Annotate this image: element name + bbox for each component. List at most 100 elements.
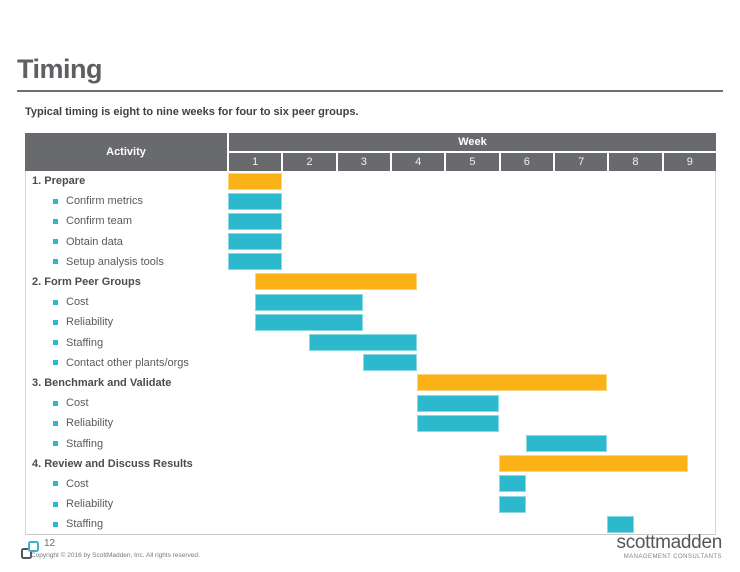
logo-teal-square [28, 541, 39, 552]
gantt-bar [309, 334, 418, 351]
table-row: Staffing [26, 433, 715, 453]
task-label: Reliability [66, 417, 114, 430]
brand-name: scottmadden [616, 532, 723, 553]
activity-label-cell: Staffing [26, 433, 228, 453]
gantt-bar [228, 172, 283, 190]
section-label: 2. Form Peer Groups [32, 276, 141, 289]
bar-track [228, 272, 715, 292]
week-number-cell: 7 [554, 153, 608, 171]
activity-label-cell: Reliability [26, 413, 228, 433]
task-label: Reliability [66, 498, 114, 511]
table-row: Setup analysis tools [26, 252, 715, 272]
bullet-square-icon [53, 259, 58, 265]
bar-track [228, 211, 715, 231]
task-label: Confirm team [66, 215, 133, 228]
bar-track [228, 433, 715, 453]
logo-gray-square [21, 548, 32, 559]
activity-label-cell: 1. Prepare [26, 171, 228, 191]
section-label: 1. Prepare [32, 175, 86, 188]
column-header-week: Week [229, 133, 716, 151]
task-label: Staffing [66, 518, 104, 531]
table-row: 1. Prepare [26, 171, 715, 191]
bullet-square-icon [53, 441, 58, 447]
bar-track [228, 252, 715, 272]
activity-label-cell: Staffing [26, 514, 228, 534]
gantt-bar [498, 455, 688, 473]
table-row: Reliability [26, 312, 715, 332]
table-row: Contact other plants/orgs [26, 353, 715, 373]
table-row: Obtain data [26, 232, 715, 252]
task-label: Obtain data [66, 235, 123, 248]
bullet-square-icon [53, 319, 58, 325]
week-number-cell: 4 [391, 153, 445, 171]
activity-label-cell: Cost [26, 292, 228, 312]
gantt-body: 1. Prepare Confirm metrics Confirm team Obt… [25, 171, 716, 536]
table-row: Reliability [26, 494, 715, 514]
bar-track [228, 171, 715, 191]
activity-label-cell: Confirm team [26, 211, 228, 231]
bullet-square-icon [53, 481, 58, 487]
activity-label-cell: Obtain data [26, 232, 228, 252]
task-label: Staffing [66, 336, 104, 349]
gantt-bar [228, 253, 283, 271]
gantt-bar [255, 293, 364, 311]
bar-track [228, 373, 715, 393]
activity-label-cell: 2. Form Peer Groups [26, 272, 228, 292]
week-number-cell: 9 [663, 153, 716, 171]
bullet-square-icon [53, 501, 58, 507]
gantt-bar [228, 192, 283, 210]
title-underline [17, 90, 723, 92]
bar-track [228, 494, 715, 514]
gantt-bar [228, 233, 283, 251]
activity-label-cell: Confirm metrics [26, 191, 228, 211]
gantt-bar [417, 374, 607, 392]
bar-track [228, 393, 715, 413]
bar-track [228, 333, 715, 353]
bullet-square-icon [53, 198, 58, 204]
week-number-cell: 5 [446, 153, 499, 171]
task-label: Reliability [66, 316, 114, 329]
copyright-text: Copyright © 2016 by ScottMadden, Inc. Al… [31, 552, 200, 559]
bullet-square-icon [53, 218, 58, 224]
gantt-bar [228, 212, 283, 230]
task-label: Setup analysis tools [66, 255, 164, 268]
bullet-square-icon [53, 400, 58, 406]
bar-track [228, 514, 715, 534]
bullet-square-icon [53, 239, 58, 245]
activity-label-cell: Reliability [26, 312, 228, 332]
week-number-cell: 1 [229, 153, 282, 171]
bar-track [228, 454, 715, 474]
bullet-square-icon [53, 340, 58, 346]
task-label: Cost [66, 397, 89, 410]
bar-track [228, 232, 715, 252]
gantt-bar [255, 313, 364, 331]
week-number-cell: 6 [500, 153, 553, 171]
table-row: Reliability [26, 413, 715, 433]
page-number: 12 [44, 538, 56, 549]
week-number-cell: 3 [337, 153, 390, 171]
gantt-bar [417, 394, 499, 412]
table-row: Cost [26, 474, 715, 494]
task-label: Cost [66, 296, 89, 309]
gantt-bar [417, 414, 499, 432]
activity-label-cell: Cost [26, 474, 228, 494]
table-row: 4. Review and Discuss Results [26, 454, 715, 474]
task-label: Confirm metrics [66, 195, 144, 208]
page-title: Timing [17, 54, 103, 84]
table-row: Confirm team [26, 211, 715, 231]
table-row: Staffing [26, 333, 715, 353]
gantt-bar [255, 273, 418, 291]
table-row: 3. Benchmark and Validate [26, 373, 715, 393]
task-label: Contact other plants/orgs [66, 356, 189, 369]
section-label: 4. Review and Discuss Results [32, 457, 193, 470]
brand-mark: scottmadden MANAGEMENT CONSULTANTS [616, 532, 723, 561]
bullet-square-icon [53, 299, 58, 305]
table-row: Cost [26, 393, 715, 413]
gantt-bar [363, 354, 418, 372]
bar-track [228, 474, 715, 494]
